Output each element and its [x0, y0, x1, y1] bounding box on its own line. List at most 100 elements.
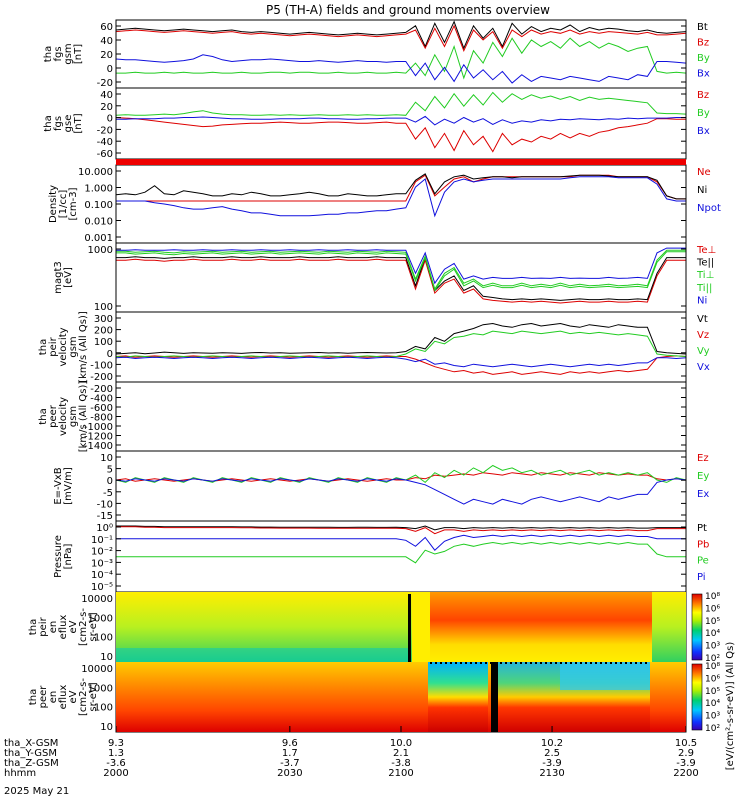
series-ni-line [115, 173, 686, 200]
colorbar-tick-label: 10⁴ [705, 699, 720, 709]
legend-vx: Vx [697, 362, 710, 373]
y-tick-label: 0 [107, 114, 113, 125]
y-axis-label: fgs [53, 116, 64, 131]
legend-te: Te⊥ [696, 245, 716, 256]
y-axis-label: tha [38, 339, 49, 355]
x-tick-label: -3.8 [391, 758, 411, 769]
y-tick-label: 10⁻⁵ [91, 582, 113, 593]
legend-ey: Ey [697, 471, 709, 482]
y-axis-label: velocity [58, 397, 69, 436]
y-tick-label: 1000 [88, 613, 113, 624]
y-axis-label: [1/cc] [58, 190, 69, 219]
colorbar-tick-label: 10³ [705, 642, 720, 652]
y-tick-label: 10⁻² [91, 547, 113, 558]
x-tick-label: 2000 [103, 768, 128, 779]
legend-ni: Ni [697, 295, 707, 306]
y-tick-label: 10⁻⁴ [91, 570, 113, 581]
y-tick-label: 0 [107, 349, 113, 360]
x-row-label: tha_X-GSM [4, 738, 58, 749]
legend-ti: Ti⊥ [696, 270, 714, 281]
legend-bz: Bz [697, 38, 709, 49]
x-tick-label: 2200 [673, 768, 698, 779]
series-ti-line [116, 251, 686, 292]
series-pt-line [116, 525, 686, 531]
x-tick-label: 2.5 [544, 748, 560, 759]
colorbar-tick-label: 10⁸ [705, 662, 720, 672]
x-axis: tha_X-GSM 9.3 9.6 10.0 10.2 10.5 tha_Y-GSM 1.3 1… [4, 726, 699, 779]
y-axis-label: tha [43, 46, 54, 62]
y-tick-label: 1000 [88, 683, 113, 694]
legend-npot: Npot [697, 203, 721, 214]
colorbar-tick-label: 10⁵ [705, 687, 720, 697]
y-axis-label: [nT] [73, 113, 84, 133]
y-axis-label: en [48, 691, 59, 704]
y-axis-label: Density [48, 185, 59, 223]
x-tick-label: -3.9 [676, 758, 696, 769]
x-tick-label: 1.7 [282, 748, 298, 759]
y-axis-label: peer [38, 685, 49, 709]
x-tick-label: 2100 [388, 768, 413, 779]
series-bx-line [115, 54, 687, 84]
y-axis-label: [mV/m] [63, 467, 74, 505]
peir-low-band [116, 648, 411, 662]
series-te-line [116, 255, 686, 301]
y-tick-label: 300 [94, 314, 113, 325]
panel-frame [115, 450, 687, 522]
y-axis-label: [nT] [73, 44, 84, 64]
series-te-line [116, 258, 686, 304]
legend-pb: Pb [697, 539, 709, 550]
y-tick-label: 10.000 [78, 167, 113, 178]
legend-pi: Pi [697, 572, 706, 583]
series-pe-line [116, 541, 686, 564]
legend-by: By [697, 53, 710, 64]
y-tick-label: -200 [90, 384, 113, 395]
series-bx-line [116, 115, 686, 126]
x-tick-label: 9.6 [282, 738, 298, 749]
y-tick-label: 200 [94, 326, 113, 337]
series-npot-line [116, 176, 686, 218]
series-ex-line [115, 478, 687, 505]
x-tick-label: 10.2 [541, 738, 563, 749]
y-axis-label: gsm [63, 43, 74, 64]
legend-ex: Ex [697, 489, 709, 500]
legend-ne: Ne [697, 167, 711, 178]
peir-spectrogram [116, 592, 686, 662]
y-tick-label: 10000 [81, 664, 113, 675]
peir-dropout-line [408, 594, 411, 662]
series-ne-line [116, 174, 686, 202]
y-axis-label: E=-VxB [53, 467, 64, 504]
y-tick-label: 20 [100, 102, 113, 113]
y-tick-label: 1.000 [84, 184, 113, 195]
x-tick-label: 10.0 [390, 738, 412, 749]
legend-vt: Vt [697, 314, 708, 325]
colorbar-tick-label: 10² [705, 724, 720, 734]
y-axis-label: [cm-3] [68, 187, 79, 220]
peer-spectrogram [116, 662, 686, 732]
y-tick-label: 100 [94, 302, 113, 313]
y-tick-label: 10 [100, 652, 113, 663]
y-axis-label: eV [68, 620, 79, 633]
y-tick-label: 0.001 [84, 233, 113, 244]
panel-fgs_gsm: Bt Bz By Bx 60 40 20 0 -20 tha fgs gsm [nT] [43, 19, 710, 89]
legend-bt: Bt [697, 22, 708, 33]
y-tick-label: -60 [97, 149, 113, 160]
y-tick-label: -40 [97, 137, 113, 148]
y-tick-label: -20 [97, 125, 113, 136]
panel-frame [115, 381, 687, 452]
y-tick-label: -100 [90, 360, 113, 371]
peer-colorbar [691, 663, 703, 731]
colorbar-tick-label: 10⁴ [705, 629, 720, 639]
peer-hot-region-1 [428, 662, 488, 732]
colorbar-tick-label: 10⁶ [705, 604, 720, 614]
series-ti-line [116, 249, 686, 291]
y-axis-label: sr-eV] [88, 612, 99, 641]
date-label: 2025 May 21 [4, 786, 69, 797]
peir-transition-band [412, 592, 430, 662]
x-tick-label: 9.3 [108, 738, 124, 749]
y-axis-label: magt3 [53, 261, 64, 294]
y-tick-label: 100 [94, 337, 113, 348]
y-axis-label: [eV] [63, 267, 74, 288]
